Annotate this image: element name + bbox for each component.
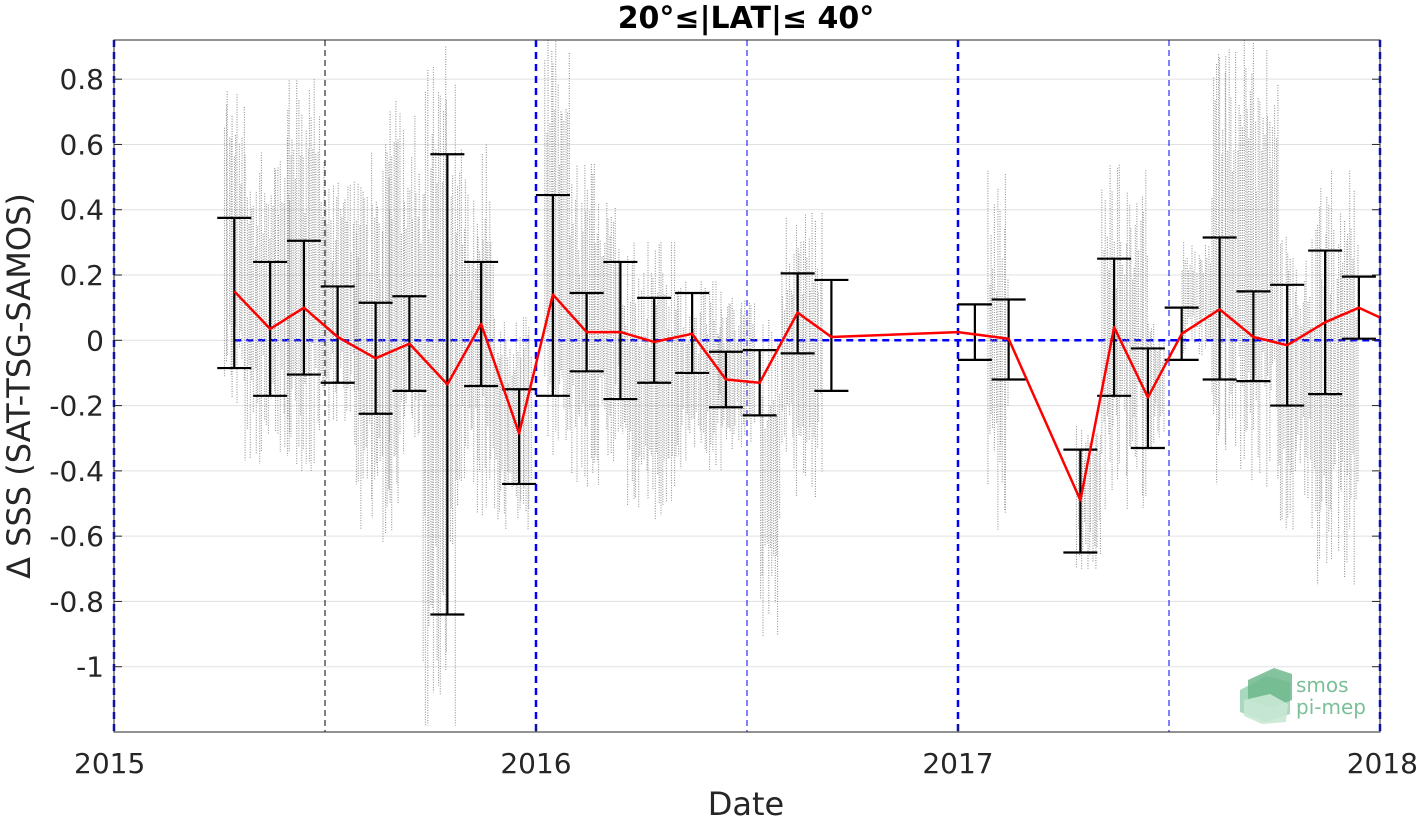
x-tick-label: 2016 xyxy=(500,747,571,780)
y-tick-label: -1 xyxy=(76,651,104,684)
logo-line1: smos xyxy=(1296,673,1349,697)
x-tick-label: 2015 xyxy=(74,747,145,780)
y-tick-label: -0.2 xyxy=(49,390,104,423)
plot-frame xyxy=(113,39,1381,733)
y-tick-label: 0 xyxy=(86,324,104,357)
logo-line2: pi-mep xyxy=(1296,695,1366,719)
y-tick-label: -0.8 xyxy=(49,585,104,618)
y-tick-label: -0.4 xyxy=(49,455,104,488)
y-axis-label: Δ SSS (SAT-TSG-SAMOS) xyxy=(0,193,38,579)
mean-line xyxy=(233,290,1380,502)
smos-logo-icon xyxy=(1240,668,1292,724)
y-tick-label: 0.4 xyxy=(59,194,104,227)
ticks xyxy=(113,78,1381,732)
y-tick-label: 0.6 xyxy=(59,128,104,161)
logo: smos pi-mep xyxy=(1240,668,1366,724)
x-tick-labels: 2015 2016 2017 2018 xyxy=(74,747,1418,780)
mean-line-group xyxy=(233,290,1380,502)
y-tick-label: 0.2 xyxy=(59,259,104,292)
x-tick-label: 2017 xyxy=(922,747,993,780)
y-tick-label: 0.8 xyxy=(59,63,104,96)
y-tick-labels: 0.8 0.6 0.4 0.2 0 -0.2 -0.4 -0.6 -0.8 -1 xyxy=(49,63,104,684)
chart-title: 20°≤|LAT|≤ 40° xyxy=(618,1,875,36)
y-tick-label: -0.6 xyxy=(49,520,104,553)
x-axis-label: Date xyxy=(708,785,784,818)
x-tick-label: 2018 xyxy=(1347,747,1418,780)
